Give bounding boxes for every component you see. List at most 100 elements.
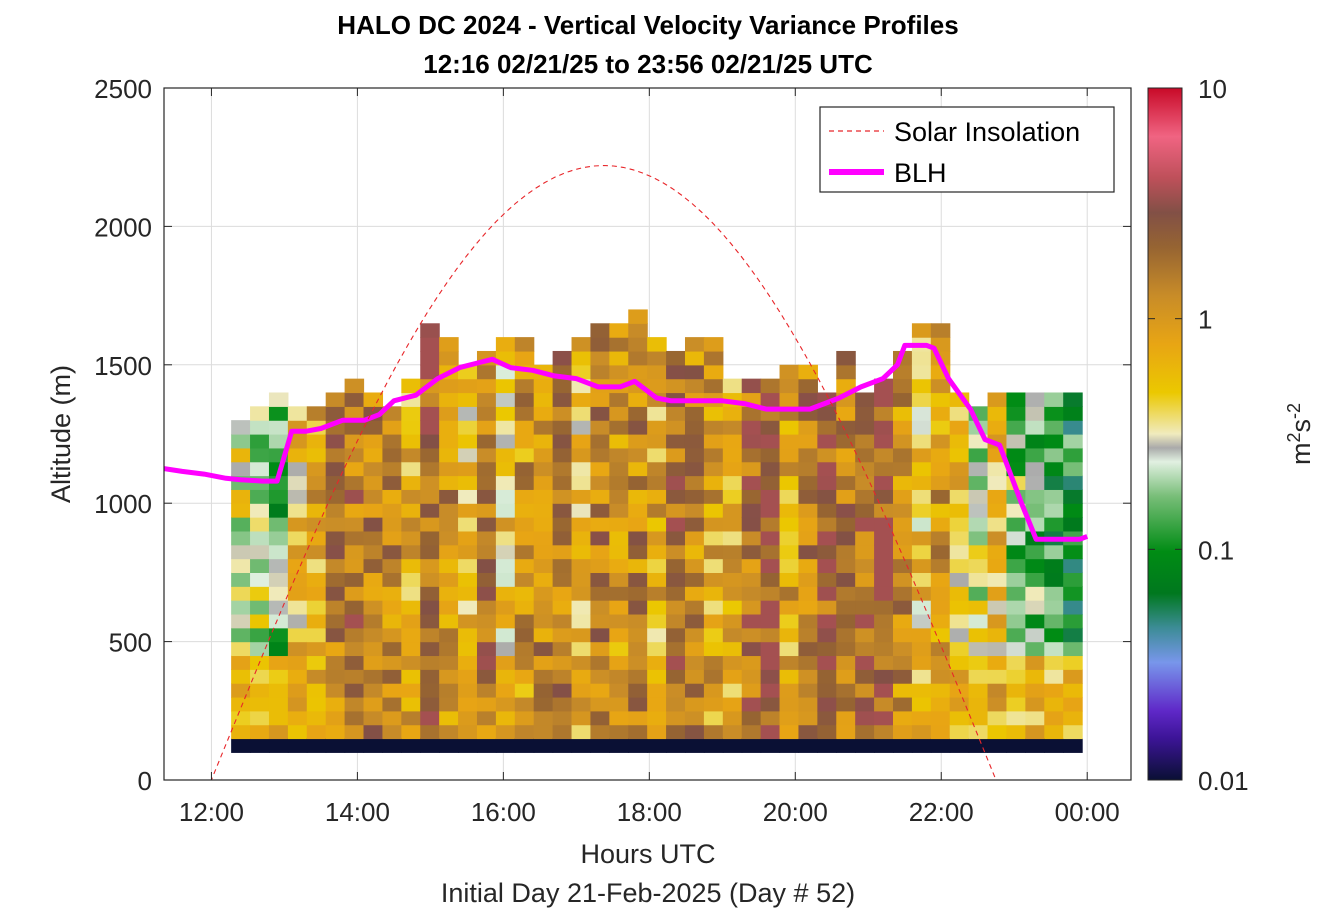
heatmap-cell	[968, 461, 989, 477]
heatmap-cell	[382, 600, 402, 615]
heatmap-cell	[533, 461, 554, 477]
heatmap-cell	[1044, 572, 1064, 587]
heatmap-cell	[666, 447, 686, 463]
heatmap-cell	[231, 447, 251, 463]
heatmap-cell	[628, 350, 648, 366]
heatmap-cell	[476, 600, 497, 615]
heatmap-cell	[476, 392, 497, 407]
heatmap-cell	[817, 489, 837, 504]
heatmap-cell	[779, 364, 800, 380]
heatmap-cell	[231, 600, 251, 615]
x-tick-label: 16:00	[471, 797, 536, 827]
heatmap-cell	[306, 530, 327, 546]
heatmap-cell	[476, 489, 497, 504]
heatmap-cell	[552, 434, 573, 449]
heatmap-cell	[722, 420, 743, 435]
heatmap-cell	[628, 309, 648, 324]
heatmap-cell	[590, 724, 610, 740]
y-tick-label: 2000	[94, 212, 152, 242]
heatmap-cell	[949, 406, 970, 421]
heatmap-cell	[476, 572, 497, 587]
heatmap-cell	[552, 710, 573, 726]
heatmap-cell	[893, 489, 913, 504]
heatmap-cell	[968, 738, 989, 753]
heatmap-cell	[609, 558, 629, 573]
heatmap-cell	[439, 530, 459, 546]
heatmap-cell	[590, 392, 610, 407]
heatmap-cell	[1063, 655, 1083, 670]
heatmap-cell	[779, 724, 800, 740]
heatmap-cell	[590, 710, 610, 726]
heatmap-cell	[836, 600, 856, 615]
heatmap-cell	[401, 696, 421, 712]
heatmap-cell	[836, 544, 856, 560]
heatmap-cell	[798, 586, 818, 601]
heatmap-cell	[798, 447, 818, 463]
heatmap-cell	[552, 724, 573, 740]
heatmap-cell	[476, 434, 497, 449]
heatmap-cell	[306, 517, 327, 532]
heatmap-cell	[722, 503, 743, 518]
heatmap-cell	[760, 489, 781, 504]
heatmap-cell	[268, 724, 289, 740]
heatmap-cell	[911, 517, 932, 532]
heatmap-cell	[684, 447, 705, 463]
heatmap-cell	[250, 738, 270, 753]
heatmap-cell	[911, 392, 932, 407]
heatmap-cell	[382, 613, 402, 629]
heatmap-cell	[930, 655, 951, 670]
heatmap-cell	[779, 392, 800, 407]
heatmap-cell	[893, 406, 913, 421]
heatmap-cell	[590, 323, 610, 338]
heatmap-cell	[533, 572, 554, 587]
heatmap-cell	[703, 738, 724, 753]
heatmap-cell	[836, 434, 856, 449]
heatmap-cell	[1025, 600, 1045, 615]
heatmap-cell	[760, 420, 781, 435]
heatmap-cell	[628, 434, 648, 449]
heatmap-cell	[647, 378, 667, 394]
chart-title: HALO DC 2024 - Vertical Velocity Varianc…	[337, 10, 958, 40]
heatmap-cell	[458, 613, 478, 629]
heatmap-cell	[439, 572, 459, 587]
heatmap-cell	[609, 489, 629, 504]
heatmap-cell	[647, 724, 667, 740]
heatmap-cell	[684, 530, 705, 546]
heatmap-cell	[1006, 669, 1026, 684]
heatmap-cell	[1063, 434, 1083, 449]
heatmap-cell	[1044, 544, 1064, 560]
heatmap-cell	[495, 378, 516, 394]
heatmap-cell	[911, 503, 932, 518]
heatmap-cell	[231, 724, 251, 740]
heatmap-cell	[1044, 710, 1064, 726]
heatmap-cell	[1063, 503, 1083, 518]
heatmap-cell	[703, 530, 724, 546]
heatmap-cell	[628, 600, 648, 615]
heatmap-cell	[1025, 461, 1045, 477]
heatmap-cell	[325, 434, 346, 449]
heatmap-cell	[968, 489, 989, 504]
heatmap-cell	[533, 683, 554, 698]
heatmap-cell	[363, 683, 384, 698]
heatmap-cell	[684, 669, 705, 684]
heatmap-cell	[401, 572, 421, 587]
heatmap-cell	[1044, 738, 1064, 753]
heatmap-cell	[836, 655, 856, 670]
heatmap-cell	[855, 420, 875, 435]
heatmap-cell	[779, 641, 800, 657]
series-lines	[164, 164, 1131, 780]
heatmap-cell	[325, 447, 346, 463]
heatmap-cell	[287, 461, 308, 477]
heatmap-cell	[893, 558, 913, 573]
heatmap-cell	[514, 530, 535, 546]
heatmap-cell	[382, 710, 402, 726]
heatmap-cell	[760, 530, 781, 546]
heatmap-cell	[968, 572, 989, 587]
heatmap-cell	[552, 544, 573, 560]
heatmap-cell	[874, 655, 894, 670]
heatmap-cell	[968, 627, 989, 643]
heatmap-cell	[1063, 627, 1083, 643]
heatmap-cell	[760, 641, 781, 657]
heatmap-cell	[325, 517, 346, 532]
heatmap-cell	[231, 434, 251, 449]
